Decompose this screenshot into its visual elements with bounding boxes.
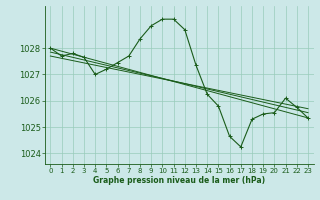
X-axis label: Graphe pression niveau de la mer (hPa): Graphe pression niveau de la mer (hPa) <box>93 176 265 185</box>
